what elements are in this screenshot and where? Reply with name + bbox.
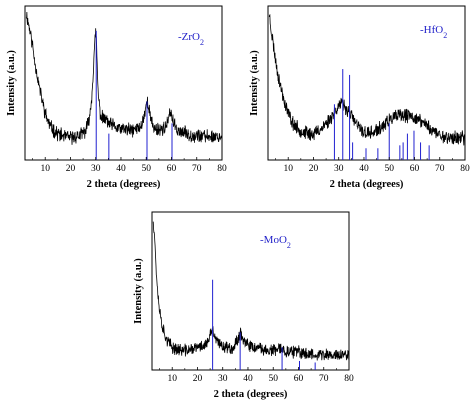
x-tick-label: 40 [359,164,369,174]
x-tick-label: 50 [268,374,278,384]
xrd-pattern-line [25,11,223,145]
x-tick-label: 60 [410,164,420,174]
x-tick-label: 10 [283,164,293,174]
x-tick-label: 20 [309,164,319,174]
xrd-pattern-line [152,221,350,361]
legend-entry: -HfO2 [420,24,447,40]
y-axis-title: Intensity (a.u.) [6,50,17,116]
x-tick-label: 50 [384,164,394,174]
y-axis-title: Intensity (a.u.) [249,50,260,116]
plot-frame [267,5,466,161]
x-tick-label: 10 [40,164,50,174]
x-tick-label: 50 [141,164,151,174]
x-tick-label: 70 [319,374,329,384]
y-axis-title: Intensity (a.u.) [133,258,144,324]
x-tick-label: 80 [344,374,354,384]
x-tick-label: 10 [167,374,177,384]
x-axis-title: 2 theta (degrees) [214,389,288,400]
x-axis-title: 2 theta (degrees) [87,179,161,190]
x-tick-label: 60 [167,164,177,174]
x-tick-label: 80 [217,164,227,174]
chart-panel-1: 10 20 30 40 50 60 70 80 2 theta (degrees) Intensi… [6,5,227,190]
plot-frame [151,211,350,371]
x-tick-label: 70 [435,164,445,174]
x-axis-title: 2 theta (degrees) [330,179,404,190]
xrd-pattern-line [268,14,466,146]
x-tick-label: 70 [192,164,202,174]
chart-panel-2: 10 20 30 40 50 60 70 80 2 theta (degrees) Intensi… [249,5,470,190]
x-tick-label: 30 [334,164,344,174]
x-tick-label: 80 [460,164,470,174]
plot-frame [24,5,223,161]
chart-panel-3: 10 20 30 40 50 60 70 80 2 theta (degrees) Intensi… [133,211,354,400]
x-tick-label: 20 [66,164,76,174]
legend-entry: -MoO2 [260,234,291,250]
x-tick-label: 20 [193,374,203,384]
x-tick-label: 60 [294,374,304,384]
legend-entry: -ZrO2 [178,31,204,47]
x-tick-label: 40 [243,374,253,384]
x-tick-label: 30 [218,374,228,384]
x-tick-label: 30 [91,164,101,174]
x-tick-label: 40 [116,164,126,174]
